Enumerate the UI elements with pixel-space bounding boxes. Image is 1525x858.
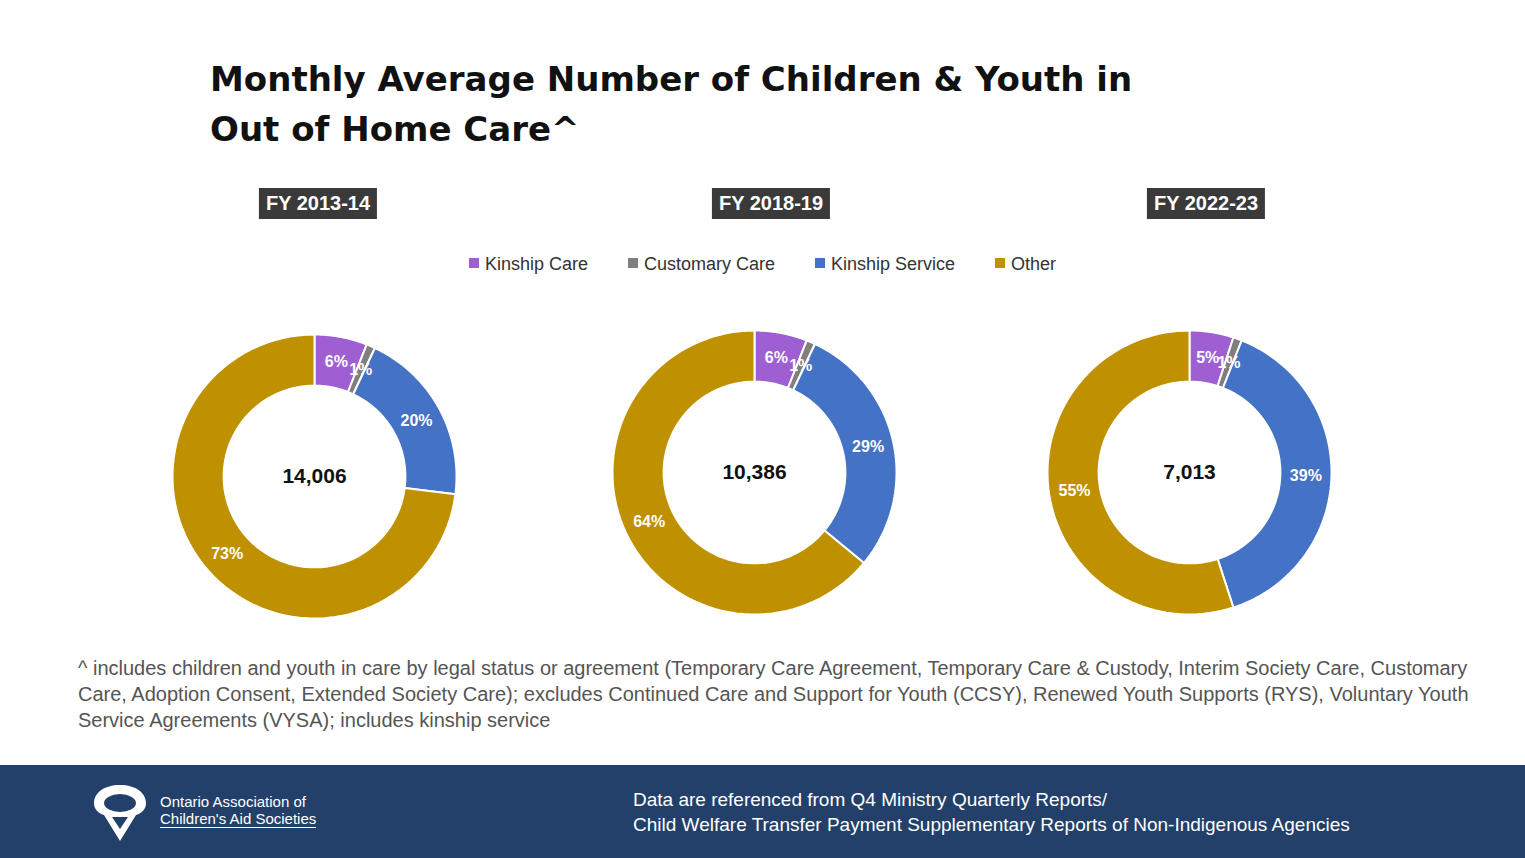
svg-text:73%: 73%: [211, 545, 243, 562]
svg-text:39%: 39%: [1290, 467, 1322, 484]
html-text:FY 2022-23: FY 2022-23: [1153, 192, 1259, 214]
html-text:Child Welfare Transfer Payment: Child Welfare Transfer Payment Supplemen…: [633, 814, 1350, 835]
html-text:^ includes children and youth: ^ includes children and youth in care by…: [78, 657, 1469, 731]
svg-text:6%: 6%: [765, 349, 788, 366]
html-text:FY 2018-19: FY 2018-19: [718, 192, 824, 214]
svg-text:5%: 5%: [1196, 349, 1219, 366]
svg-text:1%: 1%: [789, 357, 812, 374]
svg-text:20%: 20%: [401, 412, 433, 429]
svg-text:55%: 55%: [1058, 482, 1090, 499]
html-text:Kinship Care: Kinship Care: [484, 254, 588, 274]
svg-text:1%: 1%: [1217, 354, 1240, 371]
html-text:Ontario Association of: Ontario Association of: [160, 793, 306, 810]
html-text:Monthly Average Number of Chil: Monthly Average Number of Children & You…: [210, 59, 1133, 149]
html-text:Other: Other: [1011, 254, 1057, 274]
html-text:FY 2013-14: FY 2013-14: [265, 192, 371, 214]
svg-text:10,386: 10,386: [722, 460, 786, 483]
svg-text:6%: 6%: [325, 353, 348, 370]
html-text:Data are referenced from Q4 Mi: Data are referenced from Q4 Ministry Qua…: [633, 789, 1108, 810]
svg-text:64%: 64%: [633, 513, 665, 530]
svg-text:1%: 1%: [349, 361, 372, 378]
html-text:Children's Aid Societies: Children's Aid Societies: [160, 810, 317, 827]
html-text:Kinship Service: Kinship Service: [831, 254, 956, 274]
svg-text:14,006: 14,006: [282, 464, 346, 487]
svg-text:29%: 29%: [852, 438, 884, 455]
svg-text:7,013: 7,013: [1163, 460, 1216, 483]
html-text:Customary Care: Customary Care: [644, 254, 775, 274]
